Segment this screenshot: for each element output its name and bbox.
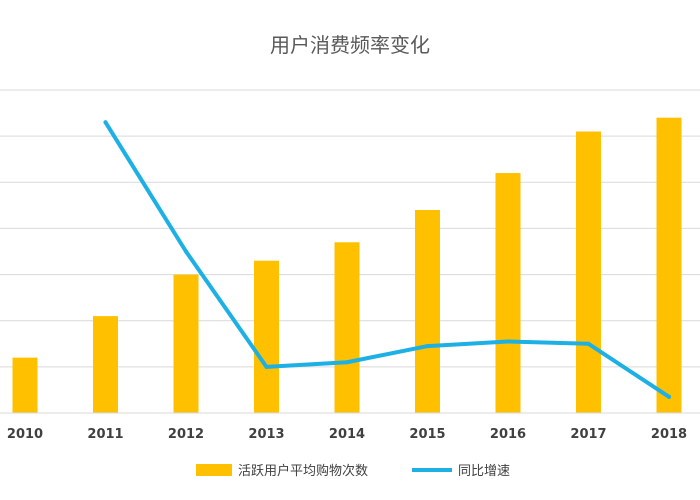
- bar-2013: [254, 260, 279, 413]
- line-point-2013: [264, 364, 269, 369]
- x-tick-label: 2010: [7, 427, 43, 442]
- legend-label-bar: 活跃用户平均购物次数: [238, 463, 368, 479]
- bar-2015: [415, 209, 440, 413]
- line-point-2011: [103, 120, 108, 125]
- line-point-2018: [667, 394, 671, 399]
- x-tick-label: 2017: [570, 427, 606, 442]
- bar-2017: [576, 131, 601, 413]
- line-point-2015: [425, 344, 430, 349]
- bar-2018: [656, 117, 682, 413]
- bar-2011: [93, 316, 118, 413]
- legend-label-line: 同比增速: [458, 464, 510, 479]
- bar-2012: [173, 274, 199, 413]
- line-point-2016: [506, 339, 510, 344]
- bar-series: [12, 117, 682, 413]
- bar-2016: [495, 173, 521, 413]
- x-tick-label: 2016: [490, 427, 526, 442]
- legend-swatch-bar: [196, 464, 232, 476]
- x-tick-label: 2018: [651, 427, 687, 442]
- x-tick-label: 2012: [168, 427, 204, 442]
- line-point-2014: [345, 360, 349, 365]
- bar-2014: [334, 242, 360, 413]
- bar-2010: [12, 357, 38, 413]
- chart-title: 用户消费频率变化: [270, 33, 430, 57]
- x-tick-label: 2013: [248, 427, 284, 442]
- legend: 活跃用户平均购物次数 同比增速: [196, 463, 510, 479]
- growth-line: [103, 120, 671, 399]
- line-series: [103, 120, 671, 399]
- x-axis: 2010 2011 2012 2013 2014 2015 2016 2017 2018: [0, 412, 700, 442]
- line-point-2012: [184, 249, 188, 254]
- line-point-2017: [586, 341, 591, 346]
- x-tick-label: 2014: [329, 427, 365, 442]
- x-tick-label: 2011: [87, 427, 123, 442]
- x-tick-label: 2015: [409, 427, 445, 442]
